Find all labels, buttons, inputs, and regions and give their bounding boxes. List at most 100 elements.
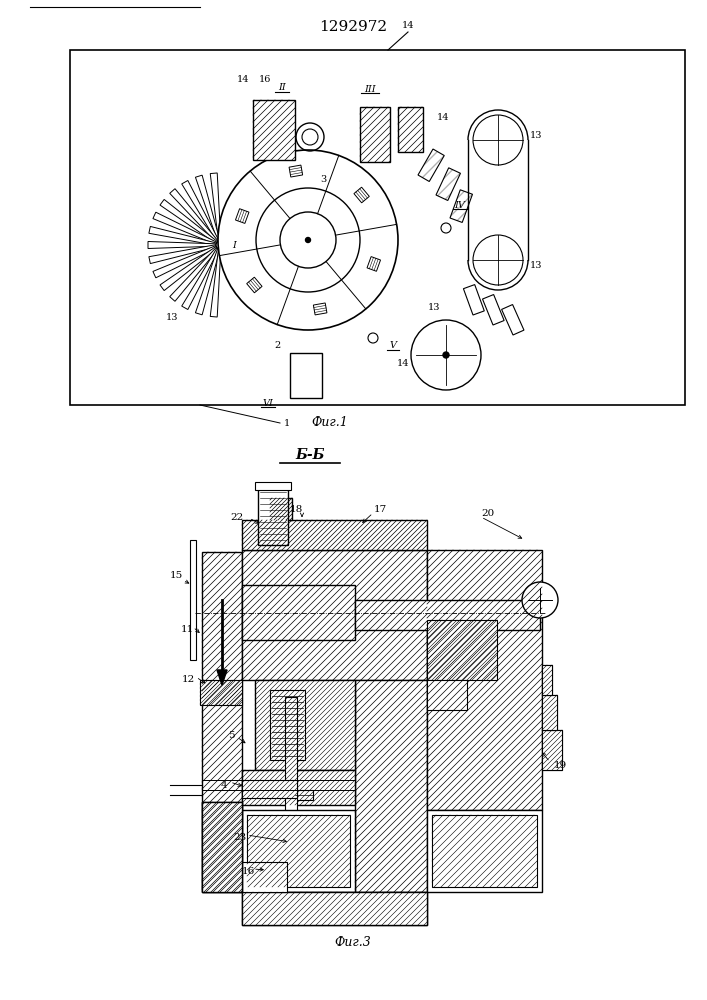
Circle shape bbox=[218, 150, 398, 330]
Polygon shape bbox=[170, 244, 221, 301]
Bar bbox=[542, 695, 557, 730]
Bar bbox=[542, 665, 552, 695]
Polygon shape bbox=[313, 303, 327, 315]
Polygon shape bbox=[210, 245, 221, 317]
Bar bbox=[360, 107, 390, 162]
Bar bbox=[270, 690, 305, 760]
Bar bbox=[542, 695, 557, 730]
Bar bbox=[482, 295, 504, 325]
Text: 20: 20 bbox=[481, 508, 495, 518]
Bar bbox=[242, 585, 355, 640]
Bar bbox=[542, 730, 562, 770]
Circle shape bbox=[522, 582, 558, 618]
Polygon shape bbox=[210, 173, 221, 245]
Bar bbox=[501, 305, 524, 335]
Bar bbox=[242, 520, 427, 550]
Text: 14: 14 bbox=[402, 20, 414, 29]
Polygon shape bbox=[195, 175, 221, 245]
Polygon shape bbox=[149, 244, 220, 264]
Bar bbox=[463, 285, 484, 315]
Bar bbox=[242, 810, 355, 892]
Bar bbox=[255, 482, 291, 490]
Text: 22: 22 bbox=[230, 514, 244, 522]
Polygon shape bbox=[148, 241, 220, 248]
Bar bbox=[247, 815, 350, 887]
Polygon shape bbox=[182, 180, 221, 246]
Text: 13: 13 bbox=[530, 260, 542, 269]
Polygon shape bbox=[170, 189, 221, 246]
Circle shape bbox=[216, 241, 224, 249]
Bar bbox=[258, 485, 288, 545]
Text: I: I bbox=[232, 240, 236, 249]
Bar bbox=[432, 815, 537, 887]
Text: 14: 14 bbox=[237, 76, 250, 85]
Polygon shape bbox=[217, 670, 227, 685]
Circle shape bbox=[256, 188, 360, 292]
Text: 18: 18 bbox=[289, 504, 303, 514]
Text: III: III bbox=[364, 85, 376, 94]
Bar bbox=[255, 680, 355, 770]
Text: 13: 13 bbox=[428, 304, 440, 312]
Text: 4: 4 bbox=[221, 780, 228, 790]
Text: 1: 1 bbox=[284, 418, 290, 428]
Text: Фиг.1: Фиг.1 bbox=[312, 416, 349, 430]
Text: 5: 5 bbox=[228, 730, 234, 740]
Text: 16: 16 bbox=[259, 76, 271, 85]
Polygon shape bbox=[182, 244, 221, 310]
Circle shape bbox=[368, 333, 378, 343]
Circle shape bbox=[441, 223, 451, 233]
Text: II: II bbox=[278, 84, 286, 93]
Polygon shape bbox=[195, 245, 221, 315]
Text: 13: 13 bbox=[165, 312, 178, 322]
Polygon shape bbox=[160, 199, 221, 246]
Bar bbox=[427, 620, 497, 680]
Text: Фиг.3: Фиг.3 bbox=[334, 936, 371, 950]
Polygon shape bbox=[153, 244, 221, 278]
Text: VI: VI bbox=[262, 398, 274, 408]
Polygon shape bbox=[354, 187, 369, 203]
Bar bbox=[290, 353, 322, 398]
Bar bbox=[418, 149, 444, 182]
Bar bbox=[242, 770, 355, 805]
Bar bbox=[542, 665, 552, 695]
Circle shape bbox=[305, 237, 310, 242]
Bar bbox=[242, 862, 287, 892]
Text: 12: 12 bbox=[182, 676, 194, 684]
Text: 15: 15 bbox=[170, 570, 182, 580]
Text: V: V bbox=[390, 342, 397, 351]
Bar bbox=[427, 680, 467, 710]
Text: 13: 13 bbox=[530, 130, 542, 139]
Polygon shape bbox=[160, 244, 221, 291]
Bar bbox=[242, 892, 427, 925]
Bar bbox=[355, 680, 427, 892]
Polygon shape bbox=[367, 257, 380, 271]
Bar bbox=[295, 790, 313, 800]
Text: 1292972: 1292972 bbox=[319, 20, 387, 34]
Bar bbox=[355, 600, 540, 630]
Text: 14: 14 bbox=[437, 112, 449, 121]
Polygon shape bbox=[247, 277, 262, 293]
Bar bbox=[200, 680, 242, 705]
Bar bbox=[418, 149, 444, 182]
Bar bbox=[242, 780, 297, 798]
Text: IV: IV bbox=[455, 200, 465, 210]
Polygon shape bbox=[289, 165, 303, 177]
Bar bbox=[285, 697, 297, 892]
Text: 19: 19 bbox=[554, 760, 566, 770]
Polygon shape bbox=[149, 226, 220, 246]
Bar bbox=[202, 552, 242, 892]
Polygon shape bbox=[153, 212, 221, 246]
Circle shape bbox=[218, 243, 221, 246]
Bar bbox=[242, 550, 427, 680]
Bar bbox=[242, 892, 427, 925]
Bar bbox=[427, 810, 542, 892]
Circle shape bbox=[280, 212, 336, 268]
Text: 11: 11 bbox=[180, 626, 194, 635]
Text: Б-Б: Б-Б bbox=[296, 448, 325, 462]
Bar bbox=[270, 498, 292, 520]
Bar bbox=[427, 550, 542, 810]
Text: 2: 2 bbox=[275, 340, 281, 350]
Bar bbox=[202, 802, 242, 892]
Bar bbox=[542, 730, 562, 770]
Bar bbox=[450, 190, 472, 222]
